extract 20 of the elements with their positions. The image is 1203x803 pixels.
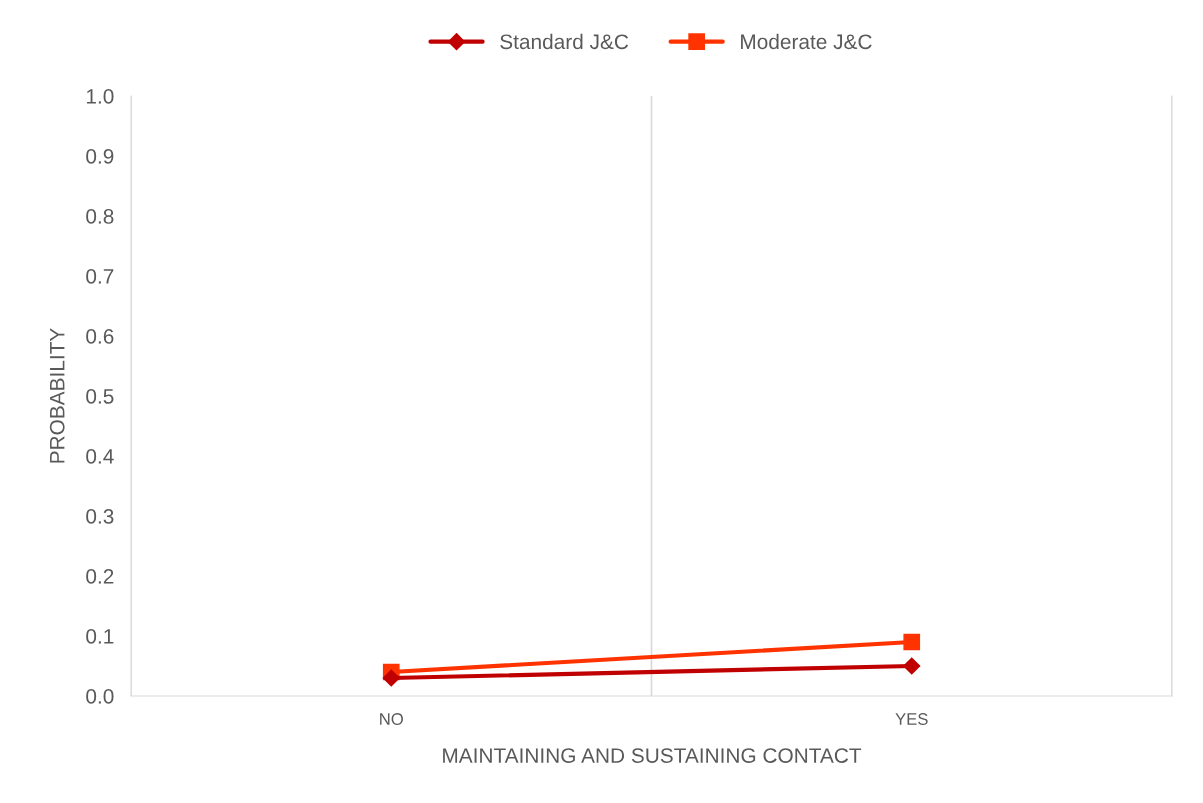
x-tick-label: NO	[380, 713, 403, 725]
y-tick-label: 0.2	[86, 569, 114, 584]
y-tick-label: 0.8	[86, 209, 114, 224]
y-tick-label: 0.1	[86, 629, 114, 644]
y-tick-label: 0.9	[86, 149, 114, 164]
y-tick-label: 0.6	[86, 329, 114, 344]
y-tick-label: 0.5	[86, 389, 114, 404]
y-tick-label: 0.4	[86, 449, 114, 464]
y-tick-label: 0.7	[86, 269, 114, 284]
point	[382, 669, 400, 687]
legend-label: Moderate J&C	[741, 33, 872, 50]
x-tick-label: YES	[895, 713, 928, 725]
point	[903, 633, 921, 651]
y-tick-label: 0.3	[86, 509, 114, 524]
y-tick-label: 0.0	[86, 689, 114, 704]
x-axis-title: MAINTAINING AND SUSTAINING CONTACT	[443, 748, 862, 763]
y-tick-label: 1.0	[86, 89, 114, 104]
point	[903, 657, 921, 675]
y-axis-title: PROBABILITY	[49, 328, 65, 463]
legend-label: Standard J&C	[500, 33, 629, 50]
